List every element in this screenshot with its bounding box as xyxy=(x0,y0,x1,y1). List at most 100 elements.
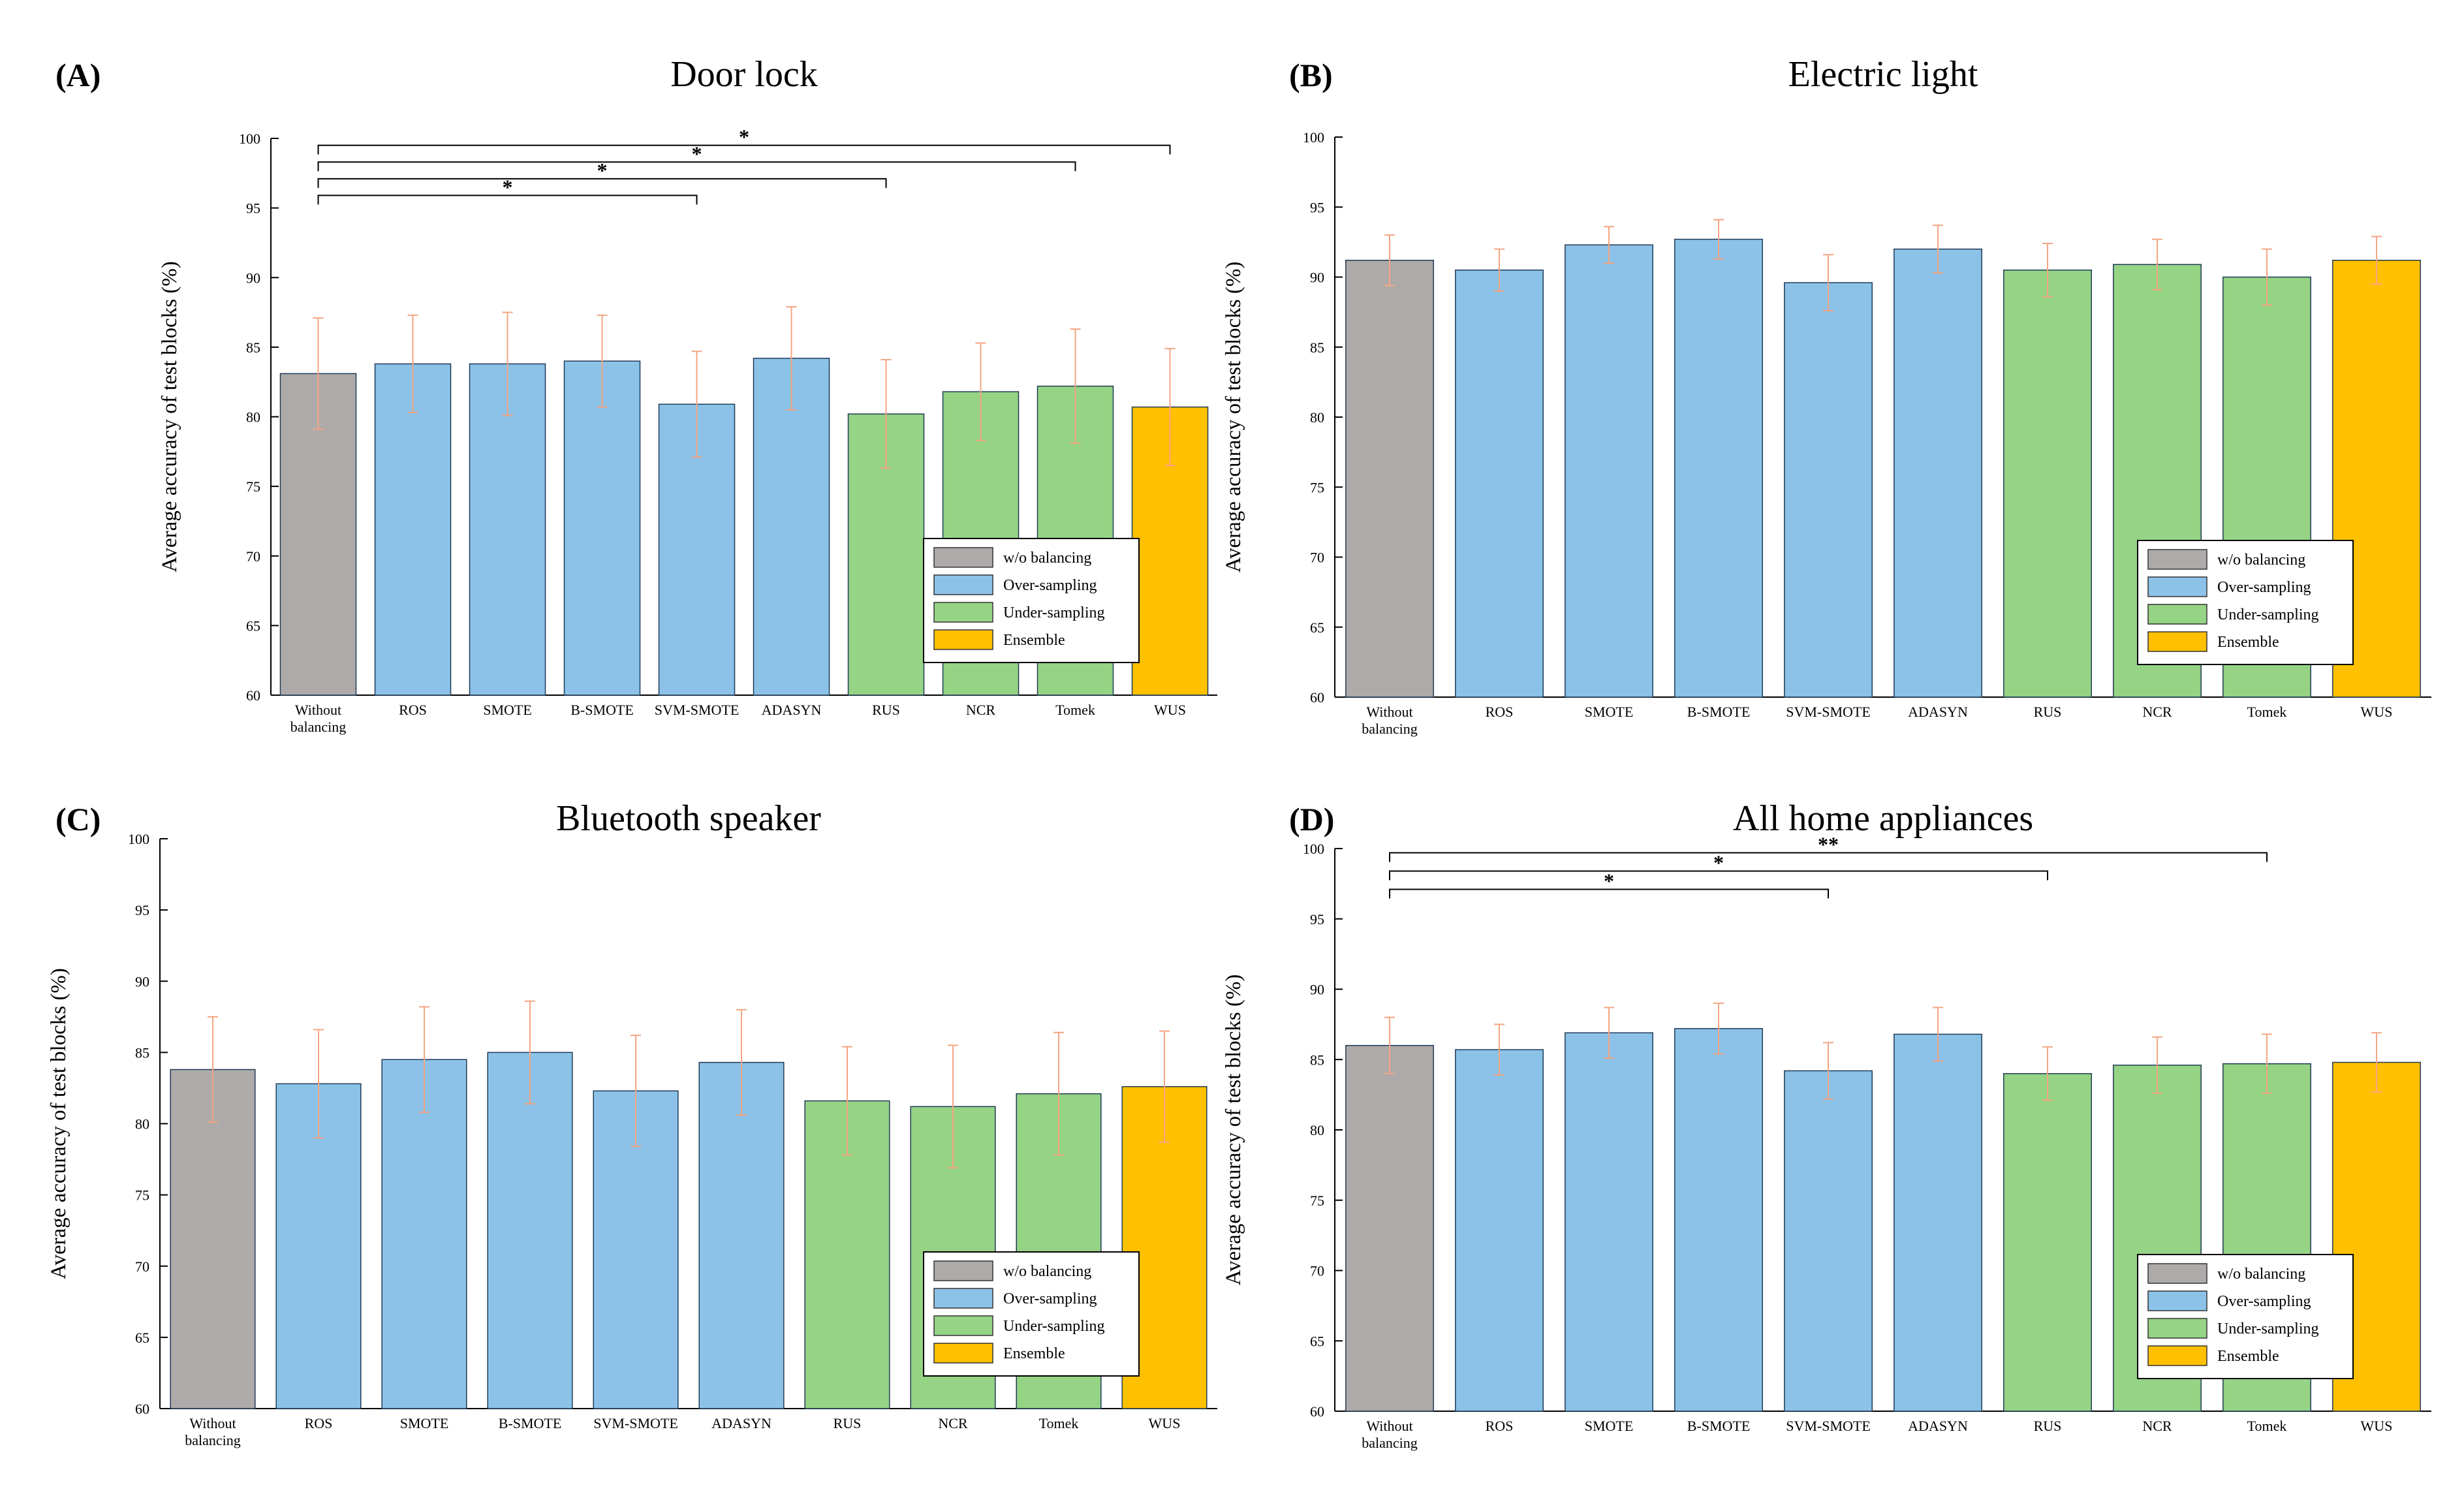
legend-label-under: Under-sampling xyxy=(2217,1320,2318,1337)
legend-label-ensemble: Ensemble xyxy=(1003,632,1065,649)
x-tick-label: B-SMOTE xyxy=(1687,1418,1751,1434)
significance-bracket xyxy=(1389,870,2048,881)
significance-label: * xyxy=(692,142,702,165)
bar-ros xyxy=(374,363,452,696)
x-tick-label: NCR xyxy=(966,702,996,718)
y-axis-label: Average accuracy of test blocks (%) xyxy=(158,261,181,572)
y-tick-label: 65 xyxy=(1310,1333,1324,1349)
x-tick-label: WUS xyxy=(2361,704,2393,720)
y-tick-label: 85 xyxy=(1310,339,1324,356)
legend-swatch-over xyxy=(933,1288,993,1309)
legend-label-ensemble: Ensemble xyxy=(2217,1348,2279,1365)
panel-label: (A) xyxy=(55,57,101,93)
legend-swatch-without xyxy=(933,547,993,568)
y-tick-label: 80 xyxy=(1310,1122,1324,1138)
legend-swatch-ensemble xyxy=(933,1343,993,1364)
x-tick-label: RUS xyxy=(872,702,900,718)
y-axis-label: Average accuracy of test blocks (%) xyxy=(47,968,70,1279)
x-tick-label: ADASYN xyxy=(762,702,822,718)
x-tick-label: SMOTE xyxy=(400,1415,449,1431)
bar-svm-smote xyxy=(1784,1070,1873,1412)
x-tick-label: SVM-SMOTE xyxy=(1786,1418,1871,1434)
significance-label: * xyxy=(503,175,513,198)
legend-label-over: Over-sampling xyxy=(2217,579,2311,596)
x-tick-label: SMOTE xyxy=(483,702,532,718)
x-tick-label: Without xyxy=(1366,1418,1412,1434)
legend-swatch-over xyxy=(933,574,993,595)
legend-swatch-under xyxy=(933,602,993,623)
x-tick-label: Tomek xyxy=(1039,1415,1079,1431)
significance-bracket xyxy=(317,195,698,205)
legend-swatch-under xyxy=(933,1315,993,1336)
bar-adasyn xyxy=(1894,1033,1982,1412)
y-tick-label: 60 xyxy=(135,1401,149,1417)
y-tick-label: 70 xyxy=(135,1258,149,1275)
x-tick-label: RUS xyxy=(2034,704,2062,720)
x-tick-label: B-SMOTE xyxy=(570,702,634,718)
significance-label: * xyxy=(597,159,608,182)
y-tick-label: 75 xyxy=(1310,1193,1324,1209)
panel-label: (C) xyxy=(55,801,101,837)
bar-smote xyxy=(469,363,546,696)
legend-swatch-without xyxy=(2147,1263,2207,1284)
x-tick-label: balancing xyxy=(1362,1435,1418,1451)
y-tick-label: 60 xyxy=(246,687,260,704)
legend-swatch-under xyxy=(2147,1318,2207,1339)
bar-smote xyxy=(381,1059,467,1409)
y-tick-label: 70 xyxy=(1310,550,1324,566)
bar-svm-smote xyxy=(1784,282,1873,698)
panel-bluetooth-speaker: (C) Bluetooth speaker Average accuracy of … xyxy=(47,798,1217,1448)
x-tick-label: B-SMOTE xyxy=(1687,704,1751,720)
legend-label-under: Under-sampling xyxy=(2217,606,2318,623)
y-tick-label: 95 xyxy=(1310,911,1324,928)
bar-b-smote xyxy=(487,1052,573,1409)
chart-title: Door lock xyxy=(670,54,818,95)
significance-label: * xyxy=(1713,850,1724,874)
panel-label: (B) xyxy=(1289,57,1333,93)
x-tick-label: ADASYN xyxy=(1908,1418,1968,1434)
panel-door-lock: (A) Door lock Average accuracy of test blo… xyxy=(55,54,1217,735)
x-tick-label: RUS xyxy=(2034,1418,2062,1434)
x-tick-label: WUS xyxy=(2361,1418,2393,1434)
legend-swatch-without xyxy=(2147,549,2207,570)
significance-bracket xyxy=(317,178,887,188)
x-tick-label: SMOTE xyxy=(1585,704,1634,720)
y-tick-label: 65 xyxy=(246,617,260,634)
significance-bracket xyxy=(1389,852,2268,862)
bar-rus xyxy=(2003,1073,2092,1412)
legend-label-over: Over-sampling xyxy=(1003,577,1097,594)
x-tick-label: ROS xyxy=(1486,1418,1514,1434)
legend-label-under: Under-sampling xyxy=(1003,604,1104,621)
legend-label-ensemble: Ensemble xyxy=(1003,1345,1065,1362)
bar-ros xyxy=(1455,270,1544,698)
x-tick-label: NCR xyxy=(938,1415,968,1431)
bar-ros xyxy=(1455,1049,1544,1412)
chart-title: All home appliances xyxy=(1733,798,2033,839)
y-tick-label: 75 xyxy=(1310,479,1324,495)
x-tick-label: SVM-SMOTE xyxy=(593,1415,678,1431)
y-tick-label: 60 xyxy=(1310,689,1324,706)
bar-b-smote xyxy=(1674,1028,1763,1412)
y-tick-label: 100 xyxy=(239,131,260,147)
bar-b-smote xyxy=(1674,238,1763,698)
legend-swatch-ensemble xyxy=(2147,1345,2207,1366)
legend: w/o balancing Over-sampling Under-sampling… xyxy=(923,1251,1140,1377)
x-tick-label: Tomek xyxy=(2247,704,2287,720)
x-tick-label: ADASYN xyxy=(1908,704,1968,720)
x-tick-label: NCR xyxy=(2142,1418,2172,1434)
x-tick-label: balancing xyxy=(290,719,347,735)
legend-label-over: Over-sampling xyxy=(1003,1290,1097,1307)
bar-without-balancing xyxy=(170,1069,256,1409)
x-tick-label: Without xyxy=(295,702,341,718)
legend-swatch-over xyxy=(2147,576,2207,597)
x-tick-label: SMOTE xyxy=(1585,1418,1634,1434)
legend-label-without: w/o balancing xyxy=(1003,1263,1091,1280)
x-tick-label: Tomek xyxy=(1055,702,1095,718)
y-tick-label: 85 xyxy=(1310,1052,1324,1068)
legend: w/o balancing Over-sampling Under-sampling… xyxy=(2137,540,2354,665)
legend-label-over: Over-sampling xyxy=(2217,1293,2311,1310)
x-tick-label: Without xyxy=(189,1415,236,1431)
y-tick-label: 90 xyxy=(1310,270,1324,286)
legend-label-without: w/o balancing xyxy=(2217,552,2305,569)
significance-label: * xyxy=(739,125,749,149)
